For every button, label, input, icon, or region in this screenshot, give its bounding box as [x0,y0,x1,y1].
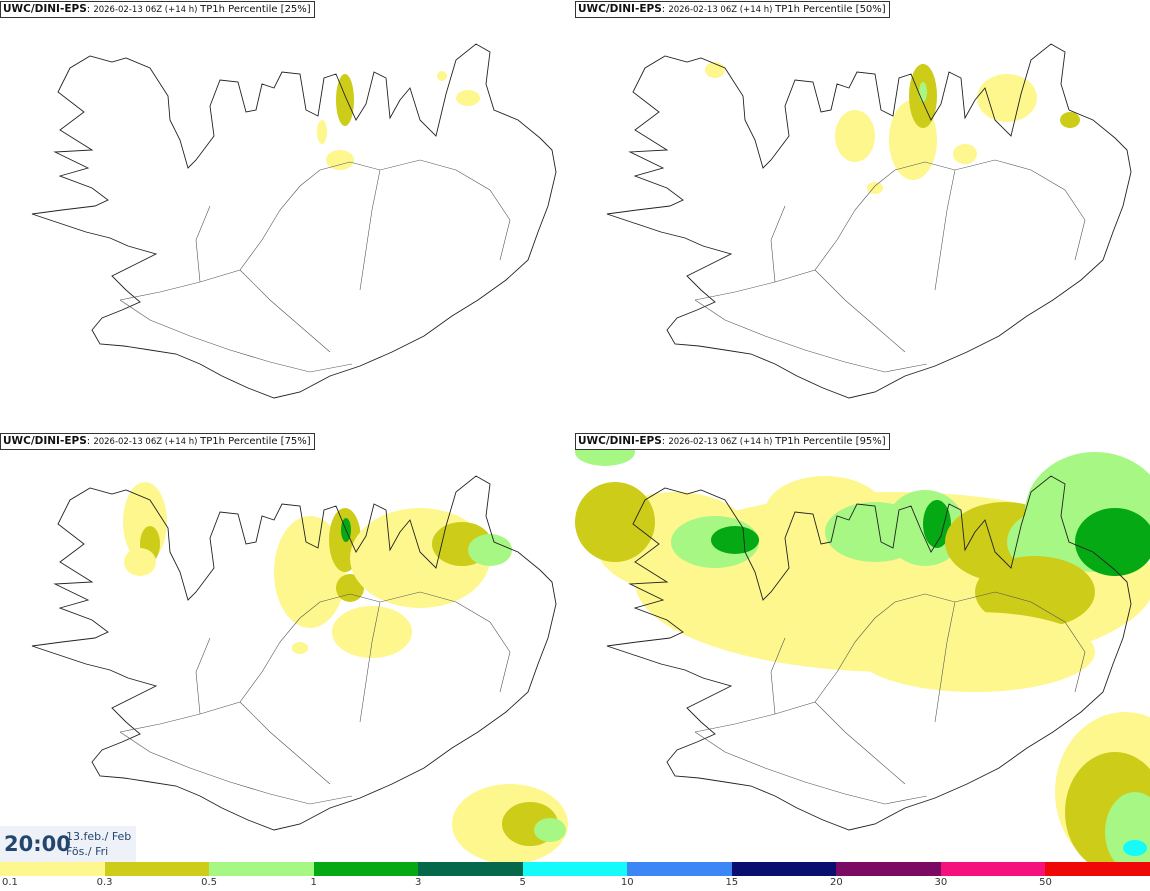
colorbar-tick-label: 20 [829,877,843,888]
precip-area [292,642,308,654]
precip-area [919,82,927,102]
panel-title: UWC/DINI-EPS: 2026-02-13 06Z (+14 h) TP1… [575,433,890,450]
road-network [694,159,1086,373]
precip-area [975,556,1095,628]
title-separator: : [86,436,94,447]
valid-time-box: 20:00 13.feb./ Feb Fös./ Fri [0,826,136,862]
colorbar-segment [418,862,523,876]
title-separator: : [661,4,669,15]
precip-area [835,110,875,162]
colorbar-tick-label: 10 [620,877,634,888]
run-time: 2026-02-13 06Z (+14 h) [93,5,201,15]
valid-day: Fös./ Fri [66,845,109,858]
panel-p25: UWC/DINI-EPS: 2026-02-13 06Z (+14 h) TP1… [0,0,575,432]
precip-area [977,74,1037,122]
coastline [31,43,557,399]
panel-p75: UWC/DINI-EPS: 2026-02-13 06Z (+14 h) TP1… [0,432,575,864]
field-name: TP1h Percentile [95%] [775,436,886,447]
valid-time: 20:00 [4,832,71,856]
title-separator: : [86,4,94,15]
colorbar-tick-label: 0.5 [201,877,218,888]
precip-area [317,120,327,144]
precip-area [711,526,759,554]
precip-area [332,606,412,658]
precipitation-map [31,43,557,399]
precipitation-map [575,438,1150,864]
precip-area [1060,112,1080,128]
colorbar-segment [731,862,837,876]
precip-area [468,534,512,566]
precip-area [1123,840,1147,856]
field-name: TP1h Percentile [75%] [200,436,311,447]
model-name: UWC/DINI-EPS [3,435,87,447]
model-name: UWC/DINI-EPS [578,435,662,447]
road-network [694,591,1086,805]
colorbar-segment [0,862,105,876]
field-name: TP1h Percentile [25%] [200,4,311,15]
colorbar-segment [313,862,419,876]
run-time: 2026-02-13 06Z (+14 h) [668,437,776,447]
panel-p50: UWC/DINI-EPS: 2026-02-13 06Z (+14 h) TP1… [575,0,1150,432]
colorbar-tick-label: 50 [1039,877,1052,888]
coastline [606,475,1132,831]
precip-area [867,182,883,194]
panel-title: UWC/DINI-EPS: 2026-02-13 06Z (+14 h) TP1… [575,1,890,18]
precip-area [575,482,655,562]
valid-date: 13.feb./ Feb [66,830,132,843]
run-time: 2026-02-13 06Z (+14 h) [93,437,201,447]
coastline [31,475,557,831]
model-name: UWC/DINI-EPS [3,3,87,15]
field-name: TP1h Percentile [50%] [775,4,886,15]
precipitation-map [31,475,568,864]
colorbar-tick-label: 1 [310,877,317,888]
title-separator: : [661,436,669,447]
colorbar-tick-label: 0.3 [96,877,113,888]
colorbar-tick-label: 30 [934,877,948,888]
colorbar-segment [940,862,1046,876]
panel-title: UWC/DINI-EPS: 2026-02-13 06Z (+14 h) TP1… [0,1,315,18]
precip-area [437,71,447,81]
colorbar-tick-label: 3 [414,877,422,888]
colorbar-ticks: 0.1 0.3 0.5 1 3 5 10 15 20 30 50 [0,877,1150,891]
colorbar-segment [209,862,314,876]
coastline [606,43,1132,399]
precip-area [326,150,354,170]
precip-area [855,612,1095,692]
panel-title: UWC/DINI-EPS: 2026-02-13 06Z (+14 h) TP1… [0,433,315,450]
precip-area [923,500,951,548]
colorbar-segment [104,862,210,876]
precip-area [953,144,977,164]
precip-area [336,574,364,602]
colorbar-segment [627,862,732,876]
panel-p95: UWC/DINI-EPS: 2026-02-13 06Z (+14 h) TP1… [575,432,1150,864]
colorbar-segment [836,862,941,876]
road-network [119,591,511,805]
run-time: 2026-02-13 06Z (+14 h) [668,5,776,15]
colorbar-segment [1045,862,1150,876]
precip-area [124,548,156,576]
colorbar [0,862,1150,876]
precip-area [1075,508,1150,576]
colorbar-tick-label: 5 [519,877,526,888]
model-name: UWC/DINI-EPS [578,3,662,15]
colorbar-tick-label: 15 [725,877,739,888]
colorbar-segment [522,862,628,876]
precip-area [705,62,725,78]
precip-area [534,818,566,842]
road-network [119,159,511,373]
precipitation-map [606,43,1132,399]
precip-area [336,74,354,126]
colorbar-tick-label: 0.1 [2,877,18,888]
precip-area [456,90,480,106]
